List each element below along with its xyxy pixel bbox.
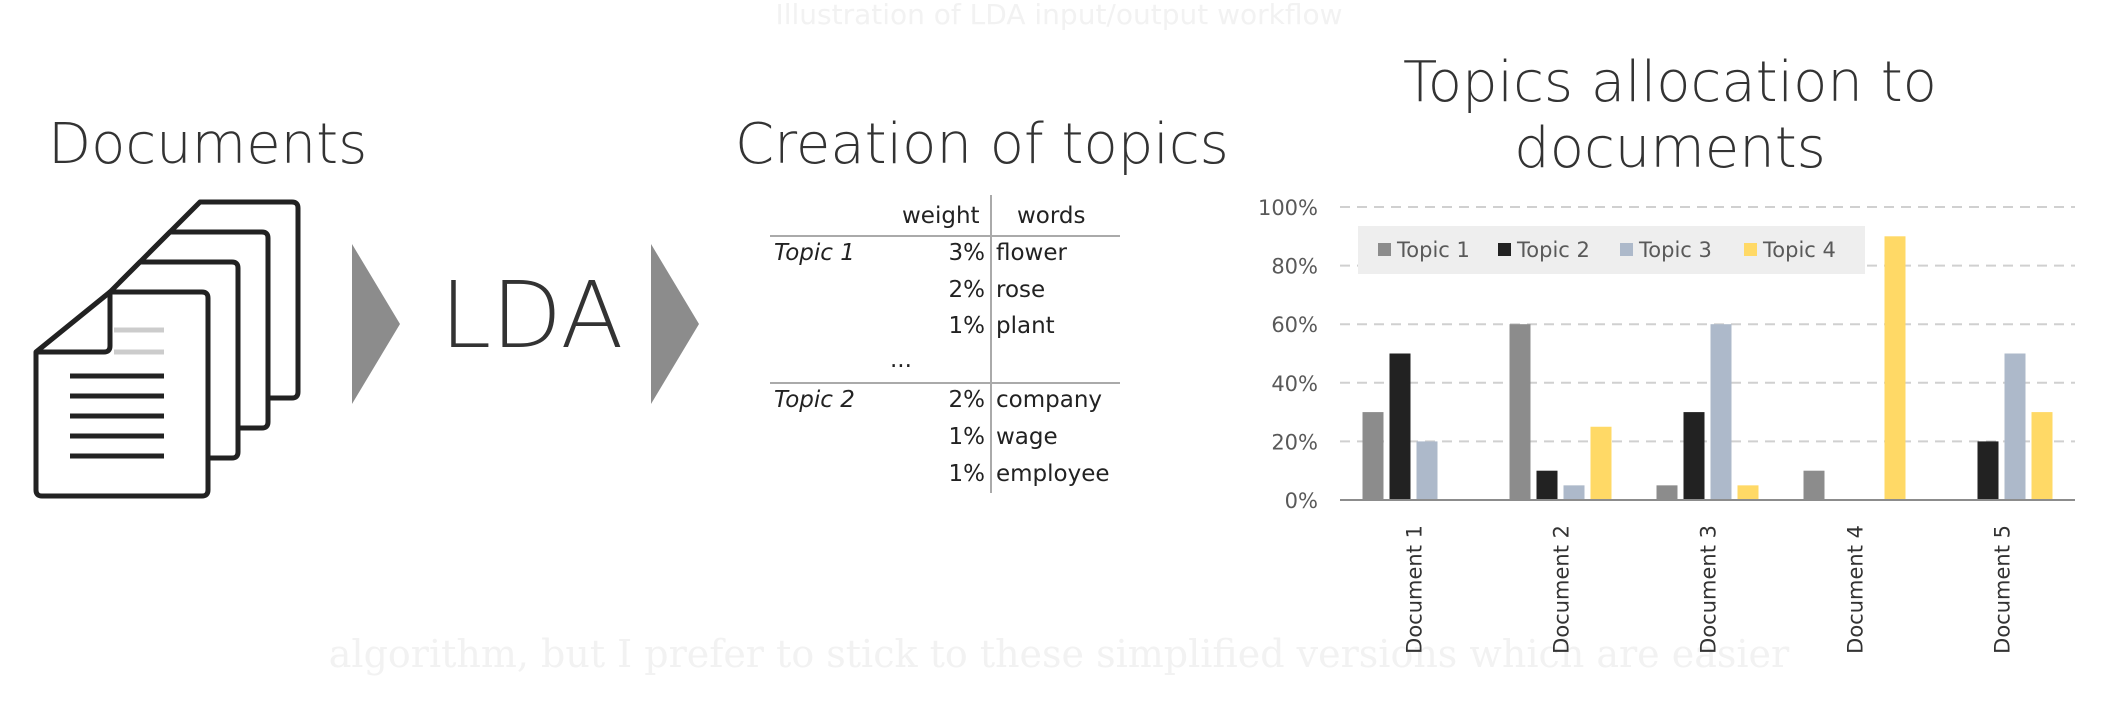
arrow-right-icon (651, 244, 699, 404)
word-cell: company (996, 387, 1103, 413)
header-divider (770, 235, 1120, 237)
legend-label: Topic 1 (1396, 238, 1470, 262)
bar-topic-2 (1683, 412, 1705, 500)
y-tick-label: 80% (1271, 255, 1318, 279)
bar-topic-4 (1884, 236, 1906, 501)
weight-cell: 2% (948, 277, 986, 303)
topic-label: Topic 2 (774, 387, 855, 413)
topics-heading: Creation of topics (735, 112, 1229, 177)
y-tick-label: 40% (1271, 372, 1318, 396)
lda-label: LDA (440, 262, 624, 369)
legend-label: Topic 2 (1516, 238, 1590, 262)
legend-box (1358, 226, 1865, 274)
faint-caption-bottom: algorithm, but I prefer to stick to thes… (328, 632, 1790, 676)
ellipsis: ... (890, 347, 912, 373)
allocation-heading-line2: documents (1514, 116, 1826, 181)
documents-heading: Documents (48, 112, 368, 177)
topic-table: weight words Topic 1 3% flower 2% rose 1… (770, 195, 1120, 495)
word-cell: rose (996, 277, 1046, 303)
bar-topic-4 (1590, 426, 1612, 500)
word-cell: plant (996, 313, 1055, 339)
weight-cell: 1% (948, 313, 986, 339)
y-tick-label: 100% (1258, 196, 1318, 220)
legend-swatch (1378, 243, 1391, 256)
bar-topic-3 (1710, 324, 1732, 500)
x-tick-label: Document 5 (1991, 525, 2015, 654)
weight-cell: 3% (948, 240, 986, 266)
bar-topic-4 (1737, 485, 1759, 500)
topics-allocation-chart: 0% 20% 40% 60% 80% 100% Document 1 Document 2 Do… (1258, 196, 2075, 654)
x-tick-label: Document 1 (1403, 525, 1427, 654)
bar-topic-1 (1656, 485, 1678, 500)
bar-topic-1 (1509, 324, 1531, 500)
x-tick-label: Document 3 (1697, 525, 1721, 654)
words-header: words (1017, 203, 1086, 229)
topic-label: Topic 1 (774, 240, 855, 266)
bar-topic-1 (1362, 412, 1384, 500)
legend-swatch (1744, 243, 1757, 256)
bar-topic-2 (1389, 353, 1411, 500)
allocation-heading-line1: Topics allocation to (1403, 50, 1937, 115)
weight-cell: 1% (948, 461, 986, 487)
arrow-right-icon (352, 244, 400, 404)
bar-topic-2 (1977, 441, 1999, 500)
x-tick-label: Document 4 (1844, 525, 1868, 654)
y-tick-label: 20% (1271, 430, 1318, 454)
bar-topic-3 (1563, 485, 1585, 500)
allocation-heading: Topics allocation to documents (1330, 50, 2010, 182)
word-cell: employee (996, 461, 1110, 487)
bar-topic-3 (1416, 441, 1438, 500)
weight-cell: 2% (948, 387, 986, 413)
word-cell: flower (996, 240, 1067, 266)
topic-divider (770, 382, 1120, 384)
bar-topic-3 (2004, 353, 2026, 500)
faint-caption-top: Illustration of LDA input/output workflo… (775, 0, 1343, 31)
legend-label: Topic 4 (1762, 238, 1836, 262)
legend-label: Topic 3 (1638, 238, 1712, 262)
x-tick-label: Document 2 (1550, 525, 1574, 654)
legend-swatch (1498, 243, 1511, 256)
legend-swatch (1620, 243, 1633, 256)
bar-topic-2 (1536, 470, 1558, 500)
bar-topic-1 (1803, 470, 1825, 500)
weight-header: weight (902, 203, 980, 229)
bar-topic-4 (2031, 412, 2053, 500)
documents-stack-icon (33, 199, 301, 499)
weight-cell: 1% (948, 424, 986, 450)
word-cell: wage (996, 424, 1058, 450)
column-divider (990, 195, 992, 493)
y-tick-label: 60% (1271, 313, 1318, 337)
y-tick-label: 0% (1285, 489, 1318, 513)
